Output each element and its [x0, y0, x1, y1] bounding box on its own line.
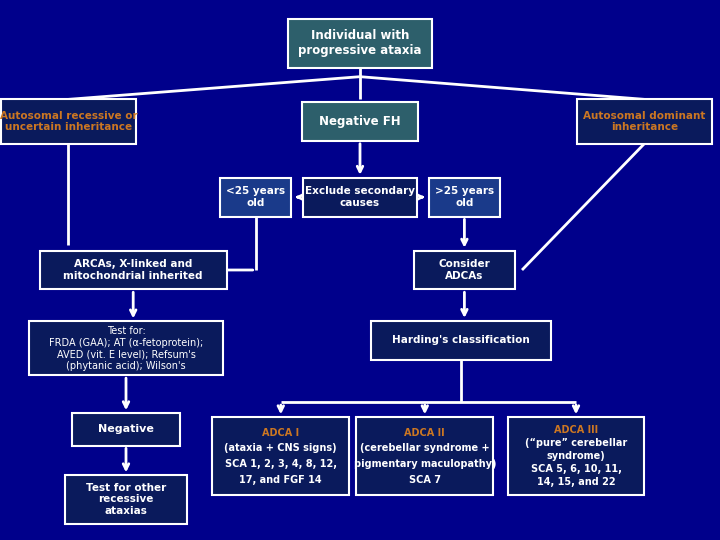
FancyBboxPatch shape: [29, 321, 223, 375]
Text: Harding's classification: Harding's classification: [392, 335, 530, 345]
Text: Test for:
FRDA (GAA); AT (α-fetoprotein);
AVED (vit. E level); Refsum's
(phytani: Test for: FRDA (GAA); AT (α-fetoprotein)…: [49, 326, 203, 370]
Text: Autosomal recessive or
uncertain inheritance: Autosomal recessive or uncertain inherit…: [0, 111, 138, 132]
FancyBboxPatch shape: [212, 417, 349, 496]
Text: SCA 1, 2, 3, 4, 8, 12,: SCA 1, 2, 3, 4, 8, 12,: [225, 459, 337, 469]
FancyBboxPatch shape: [577, 99, 712, 144]
Text: Consider
ADCAs: Consider ADCAs: [438, 259, 490, 281]
Text: Test for other
recessive
ataxias: Test for other recessive ataxias: [86, 483, 166, 516]
Text: 14, 15, and 22: 14, 15, and 22: [536, 477, 616, 488]
FancyBboxPatch shape: [1, 99, 136, 144]
Text: SCA 5, 6, 10, 11,: SCA 5, 6, 10, 11,: [531, 464, 621, 474]
FancyBboxPatch shape: [220, 178, 291, 217]
FancyBboxPatch shape: [40, 251, 227, 289]
FancyBboxPatch shape: [302, 102, 418, 141]
Text: >25 years
old: >25 years old: [435, 186, 494, 208]
Text: ARCAs, X-linked and
mitochondrial inherited: ARCAs, X-linked and mitochondrial inheri…: [63, 259, 203, 281]
Text: SCA 7: SCA 7: [409, 475, 441, 485]
FancyBboxPatch shape: [508, 417, 644, 496]
Text: <25 years
old: <25 years old: [226, 186, 285, 208]
Text: Individual with
progressive ataxia: Individual with progressive ataxia: [298, 29, 422, 57]
Text: (“pure” cerebellar: (“pure” cerebellar: [525, 438, 627, 448]
Text: Exclude secondary
causes: Exclude secondary causes: [305, 186, 415, 208]
Text: Autosomal dominant
inheritance: Autosomal dominant inheritance: [583, 111, 706, 132]
FancyBboxPatch shape: [371, 321, 551, 360]
FancyBboxPatch shape: [356, 417, 493, 496]
Text: Negative: Negative: [98, 424, 154, 434]
FancyBboxPatch shape: [414, 251, 515, 289]
Text: syndrome): syndrome): [546, 451, 606, 461]
Text: 17, and FGF 14: 17, and FGF 14: [240, 475, 322, 485]
Text: ADCA II: ADCA II: [405, 428, 445, 438]
Text: pigmentary maculopathy): pigmentary maculopathy): [354, 459, 496, 469]
FancyBboxPatch shape: [72, 413, 180, 446]
Text: (cerebellar syndrome +: (cerebellar syndrome +: [360, 443, 490, 454]
FancyBboxPatch shape: [288, 19, 432, 68]
Text: ADCA III: ADCA III: [554, 425, 598, 435]
Text: (ataxia + CNS signs): (ataxia + CNS signs): [225, 443, 337, 454]
FancyBboxPatch shape: [303, 178, 417, 217]
FancyBboxPatch shape: [429, 178, 500, 217]
FancyBboxPatch shape: [65, 475, 187, 524]
Text: Negative FH: Negative FH: [319, 115, 401, 128]
Text: ADCA I: ADCA I: [262, 428, 300, 438]
